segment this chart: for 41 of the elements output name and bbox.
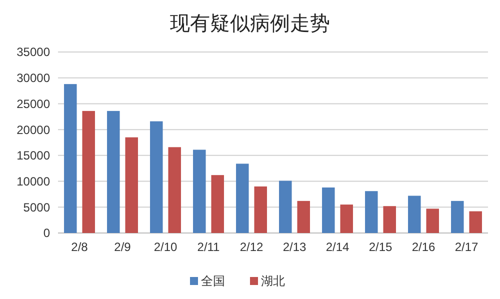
bar xyxy=(365,191,378,233)
bar xyxy=(64,84,77,233)
x-tick-label: 2/12 xyxy=(240,240,264,254)
bar xyxy=(408,196,421,233)
x-tick-label: 2/11 xyxy=(197,240,220,254)
x-tick-label: 2/13 xyxy=(282,240,306,254)
x-tick-label: 2/17 xyxy=(454,240,478,254)
y-tick-label: 10000 xyxy=(16,174,50,188)
x-tick-label: 2/15 xyxy=(368,240,392,254)
bar xyxy=(211,175,224,233)
y-tick-label: 5000 xyxy=(23,200,50,214)
bar xyxy=(322,187,335,233)
y-tick-label: 15000 xyxy=(16,148,50,163)
y-tick-label: 35000 xyxy=(16,45,50,60)
bar xyxy=(168,147,181,233)
bar xyxy=(279,180,292,233)
bar xyxy=(469,211,482,233)
bar xyxy=(340,204,353,233)
x-tick-label: 2/14 xyxy=(326,240,350,254)
x-tick-label: 2/9 xyxy=(114,240,132,254)
bar xyxy=(426,208,439,233)
x-tick-label: 2/8 xyxy=(71,240,88,254)
legend-label: 湖北 xyxy=(261,274,285,288)
bar xyxy=(125,137,138,233)
bar xyxy=(383,206,396,233)
legend-label: 全国 xyxy=(201,274,225,288)
y-tick-label: 30000 xyxy=(16,71,50,86)
bar xyxy=(236,164,249,233)
y-tick-label: 20000 xyxy=(16,122,50,137)
x-tick-label: 2/10 xyxy=(154,240,178,254)
bar xyxy=(297,200,310,233)
y-tick-label: 25000 xyxy=(16,96,50,111)
bar xyxy=(107,110,120,233)
y-tick-label: 0 xyxy=(43,226,50,240)
bar xyxy=(193,150,206,233)
bar xyxy=(451,200,464,233)
x-tick-label: 2/16 xyxy=(412,240,436,254)
bar xyxy=(254,186,267,233)
bar xyxy=(150,121,163,233)
chart-title: 现有疑似病例走势 xyxy=(170,13,330,35)
bar xyxy=(82,110,95,233)
